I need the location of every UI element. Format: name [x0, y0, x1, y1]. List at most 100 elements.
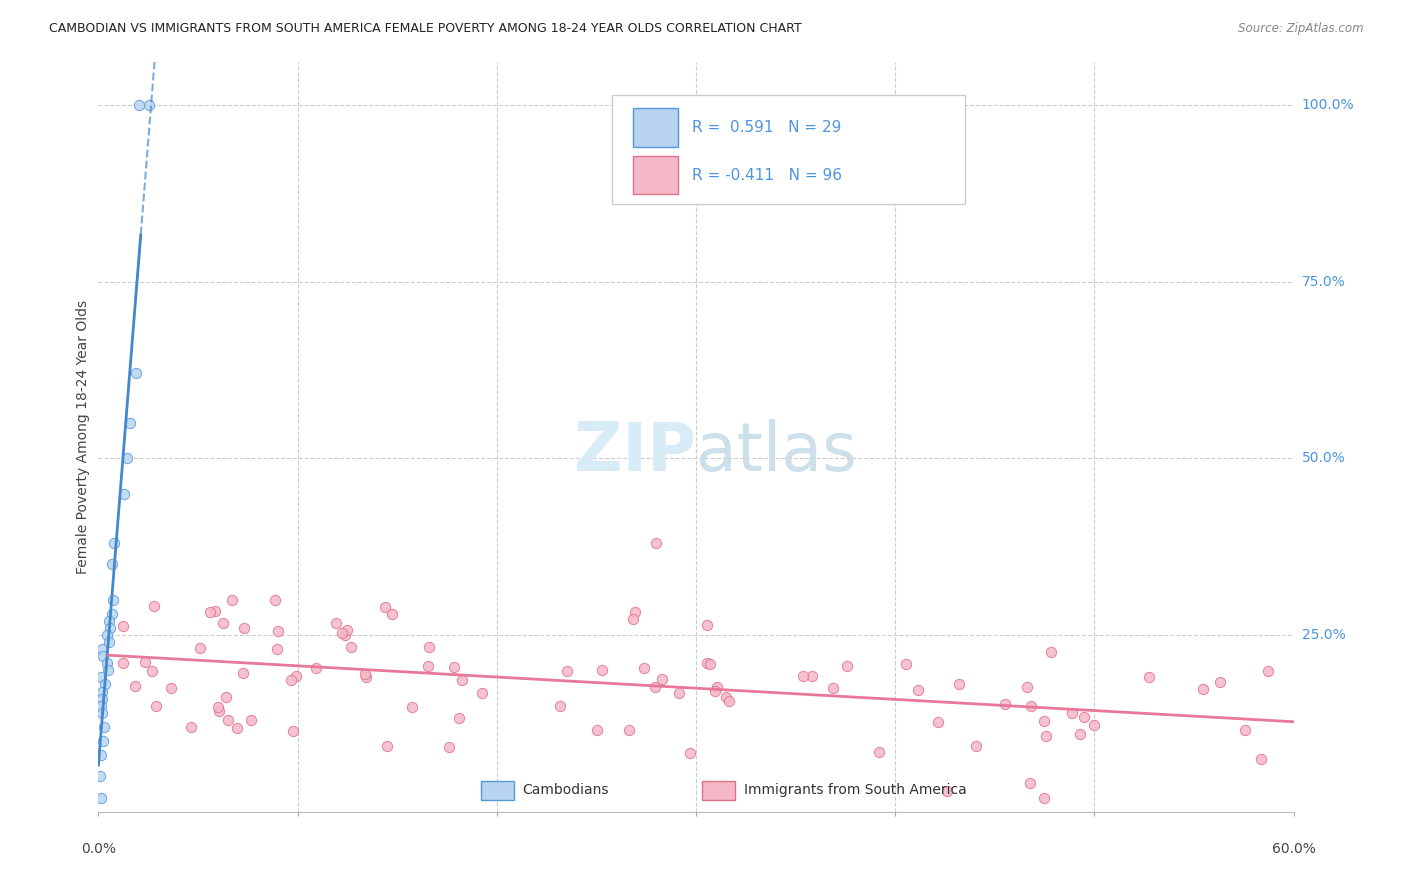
- Point: [103, 536, 125, 550]
- Point: [936, 784, 959, 798]
- Point: [217, 713, 239, 727]
- Point: [418, 659, 440, 673]
- Point: [207, 700, 229, 714]
- Text: 50.0%: 50.0%: [1302, 451, 1346, 466]
- Point: [644, 681, 666, 695]
- Point: [1191, 682, 1213, 697]
- Text: Cambodians: Cambodians: [523, 783, 609, 797]
- Point: [204, 604, 226, 618]
- FancyBboxPatch shape: [702, 781, 735, 800]
- Point: [145, 699, 167, 714]
- Point: [679, 747, 702, 761]
- Point: [353, 666, 375, 681]
- Point: [336, 623, 359, 637]
- Point: [101, 592, 124, 607]
- Point: [207, 704, 229, 718]
- Point: [1019, 698, 1042, 713]
- Point: [266, 642, 288, 657]
- Point: [621, 612, 644, 626]
- Point: [1250, 752, 1272, 766]
- Text: atlas: atlas: [696, 419, 856, 485]
- Point: [837, 659, 859, 673]
- Y-axis label: Female Poverty Among 18-24 Year Olds: Female Poverty Among 18-24 Year Olds: [76, 300, 90, 574]
- Point: [696, 657, 718, 671]
- Point: [548, 698, 571, 713]
- Point: [586, 723, 609, 738]
- Point: [198, 605, 221, 619]
- Point: [100, 607, 122, 621]
- Point: [471, 685, 494, 699]
- Point: [1137, 670, 1160, 684]
- Point: [1234, 723, 1257, 738]
- Point: [90, 670, 112, 684]
- Point: [141, 664, 163, 678]
- Point: [128, 98, 150, 112]
- Point: [283, 724, 305, 739]
- Point: [699, 657, 721, 672]
- Text: 100.0%: 100.0%: [1302, 98, 1354, 112]
- Point: [1209, 675, 1232, 690]
- Point: [91, 684, 114, 698]
- Text: 60.0%: 60.0%: [1271, 842, 1316, 855]
- Point: [101, 558, 124, 572]
- Text: R =  0.591   N = 29: R = 0.591 N = 29: [692, 120, 842, 135]
- Point: [1015, 681, 1038, 695]
- Point: [96, 657, 118, 671]
- Point: [188, 641, 211, 656]
- Point: [645, 536, 668, 550]
- Point: [142, 599, 165, 614]
- Point: [98, 635, 121, 649]
- Point: [215, 690, 238, 705]
- FancyBboxPatch shape: [481, 781, 515, 800]
- Point: [93, 720, 115, 734]
- Point: [325, 615, 347, 630]
- FancyBboxPatch shape: [613, 95, 965, 204]
- Point: [617, 723, 640, 737]
- Point: [232, 622, 254, 636]
- Point: [718, 694, 741, 708]
- Point: [555, 664, 578, 678]
- Point: [1035, 729, 1057, 743]
- Point: [375, 739, 398, 753]
- Point: [90, 790, 112, 805]
- Point: [381, 607, 404, 621]
- Point: [89, 769, 111, 783]
- Point: [305, 661, 328, 675]
- Point: [267, 624, 290, 639]
- Text: 0.0%: 0.0%: [82, 842, 115, 855]
- Point: [1073, 709, 1095, 723]
- Point: [704, 683, 727, 698]
- Point: [333, 628, 356, 642]
- Point: [225, 721, 247, 735]
- Point: [285, 669, 308, 683]
- Point: [180, 720, 202, 734]
- Point: [437, 739, 460, 754]
- Point: [221, 593, 243, 607]
- Point: [1033, 790, 1056, 805]
- Point: [160, 681, 183, 695]
- Point: [948, 677, 970, 691]
- Text: 75.0%: 75.0%: [1302, 275, 1346, 289]
- FancyBboxPatch shape: [633, 108, 678, 146]
- Text: R = -0.411   N = 96: R = -0.411 N = 96: [692, 168, 842, 183]
- Point: [98, 621, 121, 635]
- Point: [651, 672, 673, 686]
- Point: [330, 626, 353, 640]
- Point: [792, 669, 814, 683]
- Text: Immigrants from South America: Immigrants from South America: [744, 783, 966, 797]
- FancyBboxPatch shape: [633, 156, 678, 194]
- Point: [91, 734, 114, 748]
- Point: [339, 640, 361, 655]
- Point: [94, 677, 117, 691]
- Point: [1033, 714, 1056, 728]
- Point: [668, 686, 690, 700]
- Point: [994, 697, 1017, 711]
- Point: [624, 605, 647, 619]
- Point: [443, 659, 465, 673]
- Point: [212, 615, 235, 630]
- Point: [401, 700, 423, 714]
- Point: [1040, 645, 1063, 659]
- Text: Source: ZipAtlas.com: Source: ZipAtlas.com: [1239, 22, 1364, 36]
- Point: [823, 681, 845, 695]
- Point: [907, 682, 929, 697]
